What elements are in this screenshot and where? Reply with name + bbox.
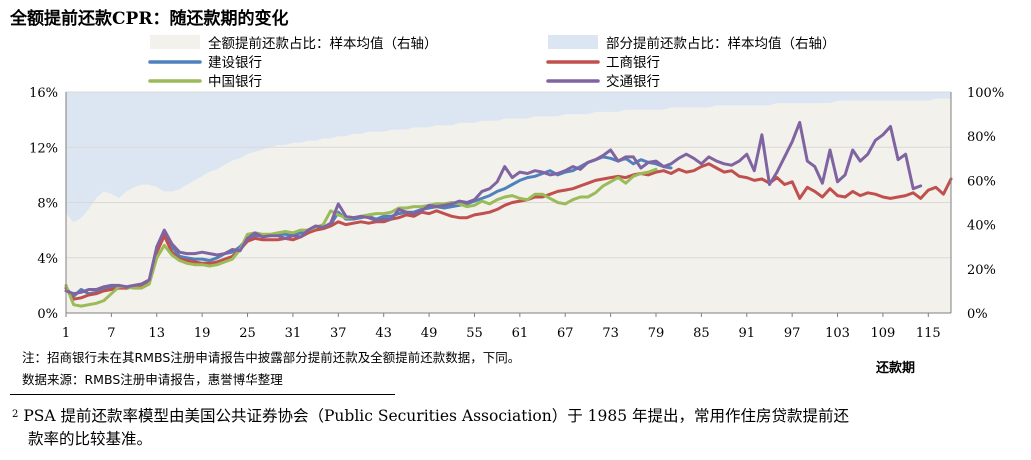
x-tick-label: 73 xyxy=(602,326,619,341)
y-right-tick-label: 60% xyxy=(967,174,996,189)
data-source: 数据来源：RMBS注册申请报告，惠誉博华整理 xyxy=(22,372,283,387)
legend-label: 交通银行 xyxy=(606,73,660,90)
legend: 全额提前还款占比：样本均值（右轴） 部分提前还款占比：样本均值（右轴） 建设银行 工商… xyxy=(148,35,836,90)
x-tick-label: 61 xyxy=(512,326,529,341)
footnote-rule xyxy=(10,394,395,395)
x-tick-label: 25 xyxy=(239,326,256,341)
x-tick-label: 91 xyxy=(738,326,755,341)
y-right-tick-label: 100% xyxy=(967,86,1004,101)
x-tick-label: 43 xyxy=(375,326,392,341)
x-tick-label: 115 xyxy=(916,326,941,341)
series-line-4 xyxy=(64,120,923,296)
x-tick-label: 85 xyxy=(693,326,710,341)
y-right-tick-label: 20% xyxy=(967,263,996,278)
y-left-tick-label: 0% xyxy=(37,307,58,322)
legend-label: 中国银行 xyxy=(208,74,262,90)
footnote-text-line2: 款率的比较基准。 xyxy=(28,430,153,448)
y-right-tick-label: 40% xyxy=(967,219,996,234)
legend-swatch xyxy=(150,35,200,49)
x-tick-label: 67 xyxy=(557,326,574,341)
x-tick-label: 103 xyxy=(825,326,850,341)
x-tick-label: 97 xyxy=(784,326,801,341)
x-tick-label: 109 xyxy=(871,326,896,341)
y-left-tick-label: 4% xyxy=(37,252,58,267)
footnote-marker: 2 xyxy=(12,409,19,420)
x-tick-label: 37 xyxy=(330,326,347,341)
y-left-tick-label: 12% xyxy=(29,141,58,156)
y-right-tick-label: 0% xyxy=(967,307,988,322)
axes-group: 0% 4% 8% 12% 16% 0% 20% 40% 60% 80% 100% 1 7 13 19 25 31… xyxy=(29,86,1004,341)
x-tick-label: 7 xyxy=(107,326,115,341)
x-tick-label: 1 xyxy=(62,326,70,341)
x-tick-label: 19 xyxy=(194,326,211,341)
x-tick-label: 79 xyxy=(648,326,665,341)
footnote-text-line1: PSA 提前还款率模型由美国公共证券协会（Public Securities A… xyxy=(23,407,850,425)
legend-label: 建设银行 xyxy=(208,55,262,71)
area-series-2 xyxy=(66,98,951,313)
legend-label: 工商银行 xyxy=(606,55,660,71)
legend-label: 全额提前还款占比：样本均值（右轴） xyxy=(208,35,438,52)
footnote: 2 PSA 提前还款率模型由美国公共证券协会（Public Securities… xyxy=(12,405,1017,451)
x-axis-title: 还款期 xyxy=(876,361,916,376)
line-series-group xyxy=(64,120,953,308)
x-tick-label: 13 xyxy=(148,326,165,341)
legend-label: 部分提前还款占比：样本均值（右轴） xyxy=(606,35,836,52)
y-left-tick-label: 8% xyxy=(37,197,58,212)
x-tick-label: 49 xyxy=(421,326,438,341)
chart-note: 注：招商银行未在其RMBS注册申请报告中披露部分提前还款及全额提前还款数据，下同… xyxy=(22,350,521,365)
y-left-tick-label: 16% xyxy=(29,86,58,101)
y-right-tick-label: 80% xyxy=(967,130,996,145)
chart-canvas: 0% 4% 8% 12% 16% 0% 20% 40% 60% 80% 100% 1 7 13 19 25 31… xyxy=(29,35,1004,341)
legend-swatch xyxy=(548,35,598,49)
series-line-2 xyxy=(64,162,953,301)
x-tick-label: 31 xyxy=(285,326,302,341)
x-tick-label: 55 xyxy=(466,326,483,341)
chart-title: 全额提前还款CPR：随还款期的变化 xyxy=(10,9,289,29)
